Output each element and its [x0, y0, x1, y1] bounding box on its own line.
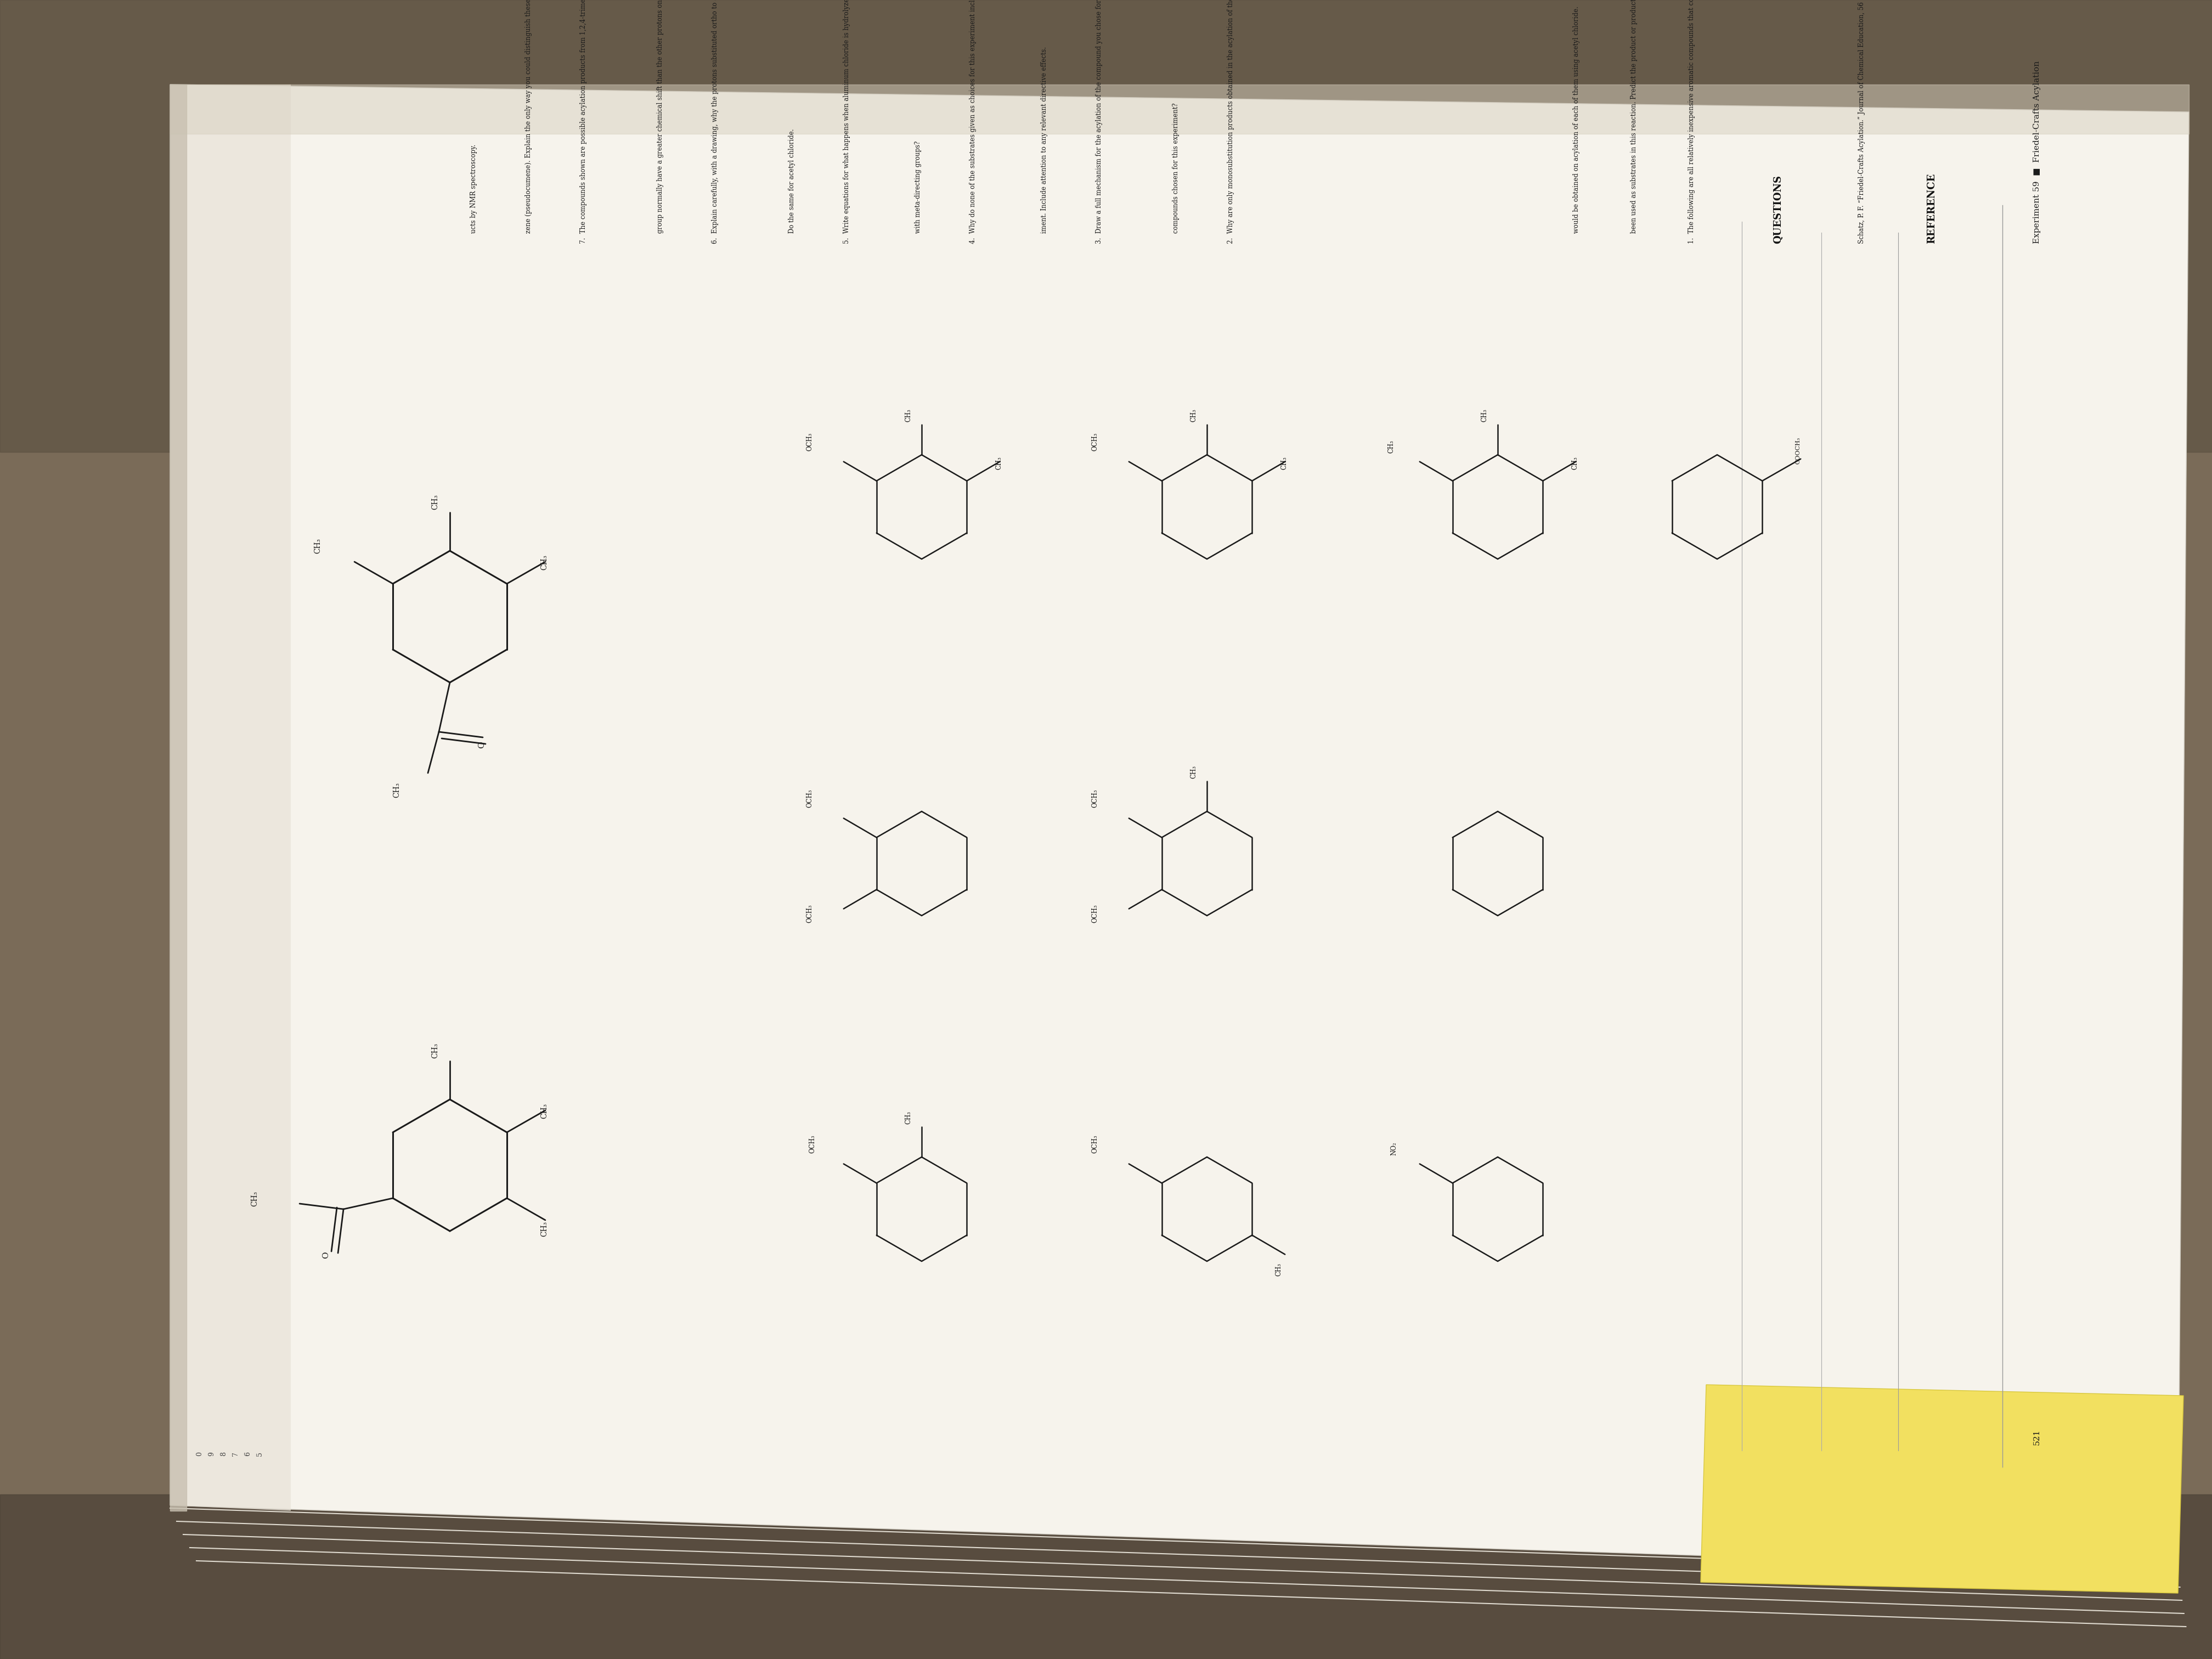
- Text: iment. Include attention to any relevant directive effects.: iment. Include attention to any relevant…: [1040, 46, 1048, 244]
- Text: 4.  Why do none of the substrates given as choices for this experiment include a: 4. Why do none of the substrates given a…: [969, 0, 975, 244]
- Text: ucts by NMR spectroscopy.: ucts by NMR spectroscopy.: [471, 144, 478, 244]
- Text: QUESTIONS: QUESTIONS: [1774, 174, 1783, 244]
- Polygon shape: [1701, 1385, 2183, 1593]
- Text: CH₃: CH₃: [540, 1221, 549, 1236]
- Text: CH₃: CH₃: [995, 456, 1002, 469]
- Text: zene (pseudocumene). Explain the only way you could distinguish these two prod-: zene (pseudocumene). Explain the only wa…: [524, 0, 533, 244]
- Text: CH₃: CH₃: [905, 408, 911, 421]
- Text: CH₃: CH₃: [314, 538, 321, 554]
- Text: OCH₃: OCH₃: [1091, 1135, 1099, 1153]
- Text: COOCH₃: COOCH₃: [1796, 438, 1801, 465]
- Text: CH₃: CH₃: [1480, 408, 1489, 421]
- Text: O: O: [478, 742, 484, 748]
- Bar: [0, 1495, 2212, 1659]
- Text: 521: 521: [2033, 1428, 2042, 1445]
- Text: group normally have a greater chemical shift than the other protons on the ring.: group normally have a greater chemical s…: [657, 0, 664, 244]
- Bar: [170, 85, 2190, 134]
- Polygon shape: [170, 85, 290, 1511]
- Text: 1.  The following are all relatively inexpensive aromatic compounds that could h: 1. The following are all relatively inex…: [1688, 0, 1694, 244]
- Text: 8: 8: [219, 1452, 228, 1457]
- Bar: [170, 85, 186, 1511]
- Text: 7.  The compounds shown are possible acylation products from 1,2,4-trimethylben-: 7. The compounds shown are possible acyl…: [580, 0, 586, 244]
- Text: been used as substrates in this reaction. Predict the product or products, if an: been used as substrates in this reaction…: [1630, 0, 1637, 244]
- Text: CH₃: CH₃: [540, 1103, 549, 1118]
- Text: CH₃: CH₃: [1387, 440, 1396, 453]
- Text: Experiment 59  ■  Friedel-Crafts Acylation: Experiment 59 ■ Friedel-Crafts Acylation: [2033, 61, 2042, 244]
- Text: O: O: [323, 1251, 330, 1259]
- Text: OCH₃: OCH₃: [810, 1135, 816, 1153]
- Text: CH₃: CH₃: [1281, 456, 1287, 469]
- Text: CH₃: CH₃: [1190, 765, 1197, 778]
- Text: 3.  Draw a full mechanism for the acylation of the compound you chose for this e: 3. Draw a full mechanism for the acylati…: [1095, 0, 1104, 244]
- Text: CH₃: CH₃: [250, 1191, 259, 1206]
- Text: OCH₃: OCH₃: [1091, 904, 1099, 922]
- Polygon shape: [170, 85, 2190, 1571]
- Text: CH₃: CH₃: [431, 1044, 438, 1058]
- Text: CH₃: CH₃: [394, 783, 400, 798]
- Text: OCH₃: OCH₃: [807, 433, 814, 451]
- Text: CH₃: CH₃: [540, 554, 549, 571]
- Text: Do the same for acetyl chloride.: Do the same for acetyl chloride.: [787, 129, 796, 244]
- Text: REFERENCE: REFERENCE: [1927, 173, 1936, 244]
- Text: CH₃: CH₃: [1571, 456, 1579, 469]
- Text: CH₃: CH₃: [1190, 408, 1197, 421]
- Text: with meta-directing groups?: with meta-directing groups?: [914, 141, 922, 244]
- Text: OCH₃: OCH₃: [1091, 433, 1099, 451]
- Text: compounds chosen for this experiment?: compounds chosen for this experiment?: [1172, 103, 1179, 244]
- Text: 6: 6: [243, 1452, 252, 1457]
- Text: OCH₃: OCH₃: [807, 788, 814, 808]
- Bar: [0, 0, 2212, 451]
- Text: CH₃: CH₃: [431, 494, 438, 509]
- Text: NO₂: NO₂: [1391, 1141, 1398, 1156]
- Text: 6.  Explain carefully, with a drawing, why the protons substituted ortho to an a: 6. Explain carefully, with a drawing, wh…: [712, 0, 719, 244]
- Text: 5: 5: [257, 1452, 263, 1457]
- Text: 7: 7: [232, 1452, 239, 1457]
- Text: would be obtained on acylation of each of them using acetyl chloride.: would be obtained on acylation of each o…: [1573, 7, 1579, 244]
- Text: OCH₃: OCH₃: [1091, 788, 1099, 808]
- Text: Schatz, P. F. “Friedel-Crafts Acylation.” Journal of Chemical Education, 56 (Jul: Schatz, P. F. “Friedel-Crafts Acylation.…: [1858, 0, 1865, 244]
- Text: CH₃: CH₃: [905, 1112, 911, 1125]
- Text: CH₃: CH₃: [1274, 1262, 1283, 1276]
- Text: 5.  Write equations for what happens when aluminum chloride is hydrolyzed in wat: 5. Write equations for what happens when…: [843, 0, 849, 244]
- Text: OCH₃: OCH₃: [807, 904, 814, 922]
- Text: 9: 9: [208, 1452, 215, 1457]
- Text: 0: 0: [197, 1452, 204, 1457]
- Text: 2.  Why are only monosubstitution products obtained in the acylation of the subs: 2. Why are only monosubstitution product…: [1228, 0, 1234, 244]
